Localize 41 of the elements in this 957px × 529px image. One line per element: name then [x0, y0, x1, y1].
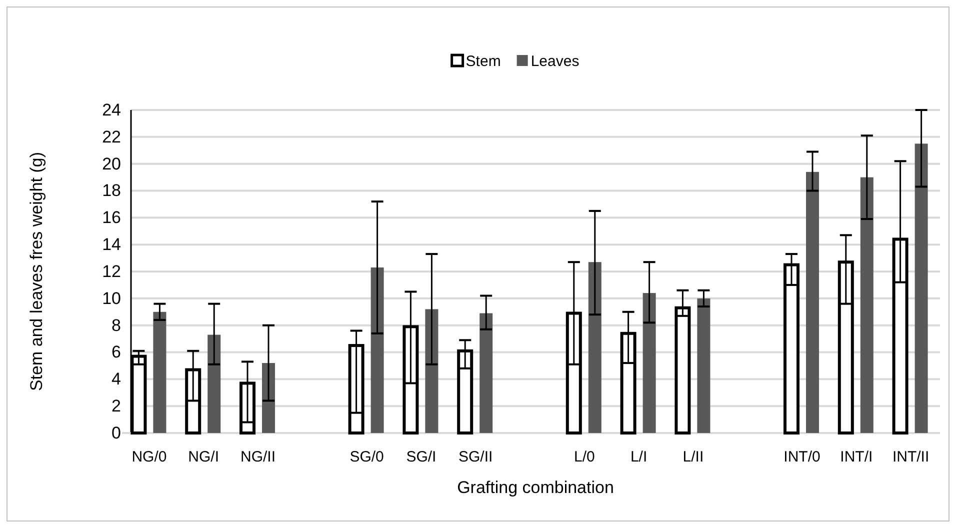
x-tick-label: L/0 [574, 448, 595, 466]
bar [425, 309, 438, 433]
y-tick-label: 22 [102, 127, 121, 146]
bar [588, 262, 602, 433]
y-axis-title: Stem and leaves fres weight (g) [27, 152, 46, 392]
y-tick-label: 24 [102, 100, 121, 120]
bar [860, 177, 874, 433]
x-tick-label: SG/I [406, 448, 436, 466]
y-tick-label: 16 [102, 208, 121, 228]
y-tick-label: 8 [112, 316, 121, 335]
bar [262, 363, 275, 433]
y-tick-label: 12 [102, 262, 121, 281]
x-tick-label: NG/II [240, 448, 276, 466]
legend-label: Leaves [530, 53, 580, 70]
x-tick-label: NG/0 [132, 448, 167, 466]
y-tick-label: 10 [102, 288, 121, 308]
bar [208, 334, 221, 433]
x-axis-title: Grafting combination [457, 478, 614, 497]
x-tick-label: SG/0 [350, 448, 384, 466]
bar [480, 313, 493, 433]
x-tick-label: L/I [630, 448, 648, 466]
y-tick-label: 2 [112, 396, 121, 416]
y-tick-label: 20 [102, 154, 121, 174]
x-tick-label: NG/I [188, 448, 220, 466]
bar [642, 293, 656, 433]
bar [914, 144, 928, 433]
legend-label: Stem [466, 53, 501, 70]
y-tick-label: 14 [102, 235, 121, 254]
bar [697, 298, 710, 433]
x-tick-label: INT/II [892, 448, 930, 466]
x-tick-label: L/II [682, 448, 704, 466]
y-tick-label: 0 [112, 423, 121, 442]
y-tick-label: 4 [112, 370, 121, 389]
y-tick-label: 6 [112, 342, 121, 362]
bar [806, 172, 819, 433]
x-tick-label: SG/II [458, 448, 493, 466]
x-tick-label: INT/0 [784, 448, 820, 466]
y-tick-label: 18 [102, 181, 121, 200]
x-tick-label: INT/I [840, 448, 873, 466]
bar [370, 267, 384, 433]
bar [153, 312, 166, 433]
